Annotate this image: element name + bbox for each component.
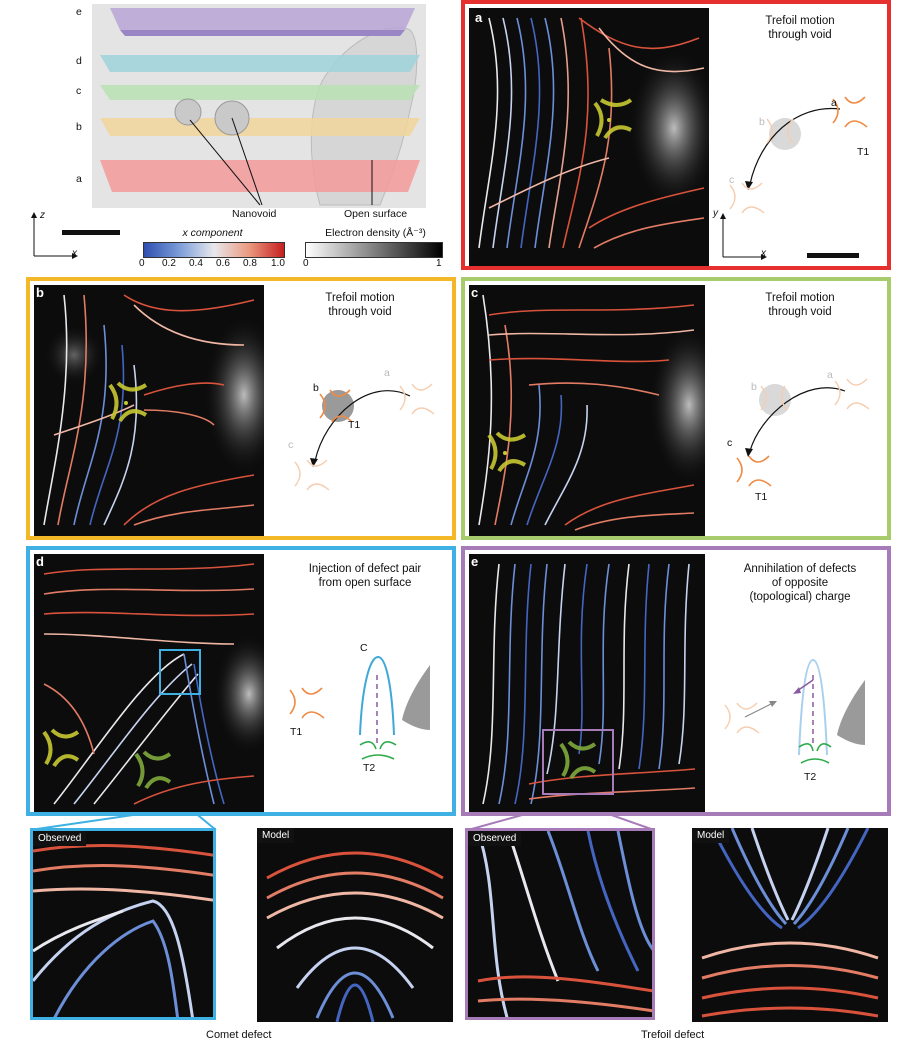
panel-b-pos-b: b: [313, 382, 319, 394]
panel-b-streamlines: [34, 285, 264, 536]
panel-d-zoom-box: [159, 649, 201, 695]
panel-e-title-line1: Annihilation of defects: [743, 563, 857, 575]
panel-e-title: Annihilation of defects of opposite (top…: [715, 562, 885, 604]
colorbar-x-title: x component: [182, 227, 243, 239]
overview-3d-render: [90, 0, 430, 210]
trefoil-observed-image: Observed: [465, 828, 655, 1020]
panel-d: d Injection of defect pair from open sur…: [26, 546, 456, 816]
panel-a-axis-x: x: [761, 248, 766, 259]
panel-a-title: Trefoil motion through void: [715, 14, 885, 42]
cb2-tick-0: 0: [303, 258, 309, 269]
panel-d-defect-c: C: [360, 642, 368, 654]
panel-c-pos-c: c: [727, 437, 733, 449]
axis-x-label: x: [72, 248, 77, 259]
layer-label-c: c: [76, 85, 82, 97]
colorbar-electron-density: [305, 242, 443, 258]
panel-b-pos-a: a: [384, 367, 390, 379]
panel-a: a Trefoil motion through void a b c T1 y…: [461, 0, 891, 270]
cb1-tick-5: 1.0: [271, 258, 285, 269]
panel-c-title: Trefoil motion through void: [715, 291, 885, 319]
panel-a-streamlines: [469, 8, 709, 266]
panel-b-label: b: [36, 285, 44, 300]
panel-e-streamlines: [469, 554, 705, 812]
open-surface-label: Open surface: [344, 208, 408, 220]
panel-a-title-line1: Trefoil motion: [765, 15, 835, 27]
comet-observed-image: Observed: [30, 828, 216, 1020]
panel-c-label: c: [471, 285, 479, 300]
layer-stack-graphic: [92, 4, 426, 208]
panel-e: e Annihilation of defects of opposite (t…: [461, 546, 891, 816]
xz-axes-icon: [31, 212, 120, 259]
panel-e-title-line2: of opposite: [771, 577, 829, 589]
panel-a-schematic: [720, 96, 868, 260]
panel-d-schematic: [289, 655, 430, 760]
panel-c-defect: T1: [755, 491, 768, 503]
cb1-tick-0: 0: [139, 258, 145, 269]
panel-c-pos-b: b: [751, 381, 757, 393]
panel-d-title-line1: Injection of defect pair: [308, 563, 422, 575]
panel-b-pos-c: c: [288, 439, 294, 451]
colorbar-density-title: Electron density (Å⁻³): [325, 227, 426, 239]
panel-b-title-line1: Trefoil motion: [325, 292, 395, 304]
panel-e-title-line3: (topological) charge: [749, 591, 851, 603]
comet-defect-caption: Comet defect: [206, 1029, 272, 1041]
panel-a-defect: T1: [857, 146, 870, 158]
layer-label-e: e: [76, 6, 82, 18]
cb1-tick-3: 0.6: [216, 258, 230, 269]
panel-e-schematic: [724, 658, 865, 764]
layer-label-b: b: [76, 121, 82, 133]
layer-label-d: d: [76, 55, 82, 67]
axis-z-label: z: [40, 210, 45, 221]
panel-b-defect: T1: [348, 419, 361, 431]
panel-b-schematic: [294, 383, 435, 491]
trefoil-marker: [593, 98, 633, 140]
zoom-connector-lines: [29, 812, 655, 831]
panel-a-scale-bar: [807, 253, 859, 258]
cb1-tick-4: 0.8: [243, 258, 257, 269]
comet-observed-label: Observed: [33, 831, 87, 846]
panel-d-title-line2: from open surface: [318, 577, 412, 589]
panel-b: b Trefoil motion through void b a c T1: [26, 277, 456, 540]
panel-c-schematic: [736, 378, 870, 487]
trefoil-model-label: Model: [692, 828, 730, 843]
panel-d-defect-t2: T2: [363, 762, 376, 774]
panel-a-title-line2: through void: [768, 29, 832, 41]
panel-c-pos-a: a: [827, 369, 833, 381]
panel-e-defect-t2: T2: [804, 771, 817, 783]
panel-d-label: d: [36, 554, 44, 569]
panel-b-title: Trefoil motion through void: [275, 291, 445, 319]
cb1-tick-1: 0.2: [162, 258, 176, 269]
layer-label-a: a: [76, 173, 82, 185]
scale-bar: [62, 230, 120, 235]
panel-c: c Trefoil motion through void a b c T1: [461, 277, 891, 540]
trefoil-defect-caption: Trefoil defect: [641, 1029, 705, 1041]
panel-a-pos-c: c: [729, 174, 735, 186]
nanovoid-label: Nanovoid: [232, 208, 277, 220]
panel-d-defect-t1: T1: [290, 726, 303, 738]
panel-a-pos-a: a: [831, 97, 837, 109]
panel-b-title-line2: through void: [328, 306, 392, 318]
panel-a-axis-y: y: [713, 208, 718, 219]
trefoil-observed-label: Observed: [468, 831, 522, 846]
colorbar-x-component: [143, 242, 285, 258]
comet-model-image: Model: [257, 828, 453, 1022]
panel-a-pos-b: b: [759, 116, 765, 128]
panel-e-zoom-box: [542, 729, 614, 795]
comet-model-label: Model: [257, 828, 295, 843]
trefoil-model-image: Model: [692, 828, 888, 1022]
panel-c-title-line2: through void: [768, 306, 832, 318]
panel-c-title-line1: Trefoil motion: [765, 292, 835, 304]
panel-c-streamlines: [469, 285, 705, 536]
panel-a-label: a: [475, 10, 483, 25]
panel-d-title: Injection of defect pair from open surfa…: [280, 562, 450, 590]
cb2-tick-1: 1: [436, 258, 442, 269]
cb1-tick-2: 0.4: [189, 258, 203, 269]
panel-d-streamlines: [34, 554, 264, 812]
panel-e-label: e: [471, 554, 479, 569]
